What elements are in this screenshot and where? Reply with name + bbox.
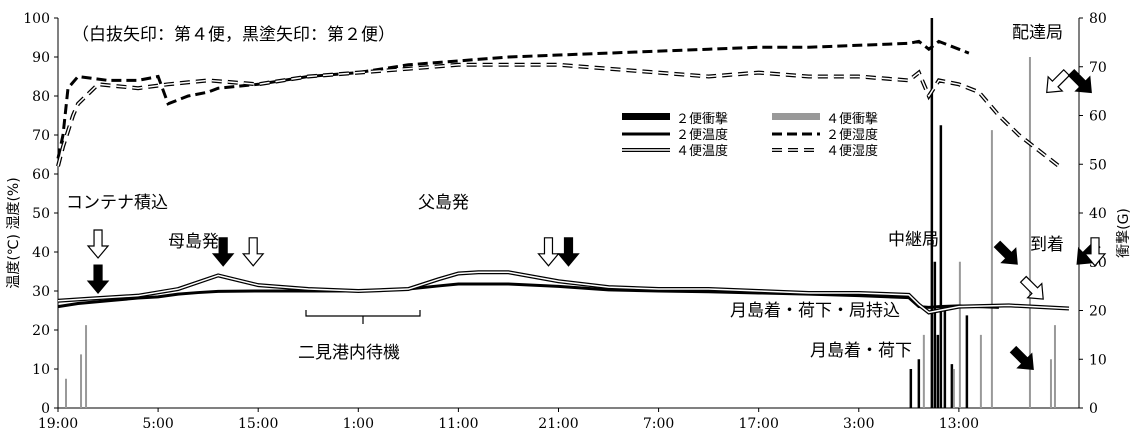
annotation-label: 配達局 — [1012, 23, 1063, 43]
x-tick-label: 17:00 — [739, 416, 779, 432]
legend-item: ４便衝撃 — [772, 111, 878, 127]
legend-item: ４便温度 — [622, 143, 728, 159]
y-tick-label-left: 30 — [32, 284, 50, 300]
arrow-shape — [86, 264, 110, 295]
annotation-label: 中継局 — [888, 230, 939, 250]
arrow-shape — [86, 229, 110, 259]
annotation-label: コンテナ積込 — [66, 193, 168, 213]
header-note: （白抜矢印：第４便，黒塗矢印：第２便） — [72, 24, 395, 45]
y-tick-label-right: 80 — [1089, 11, 1107, 27]
annotation-label: 二見港内待機 — [298, 343, 400, 363]
y-tick-label-left: 80 — [32, 89, 50, 105]
y-tick-label-right: 40 — [1089, 206, 1107, 222]
arrow-shape — [1009, 345, 1034, 371]
y-tick-label-right: 20 — [1089, 304, 1107, 320]
arrow-shape — [1067, 68, 1092, 94]
legend-item: ４便湿度 — [772, 143, 878, 159]
x-tick-label: 21:00 — [538, 416, 578, 432]
y-tick-label-right: 50 — [1089, 157, 1107, 173]
legend-swatch — [622, 113, 670, 120]
event-arrow-icon — [86, 264, 110, 295]
legend-swatch — [772, 113, 820, 120]
annotation-label: 月島着・荷下・局持込 — [730, 301, 900, 321]
legend-label: ４便衝撃 — [826, 111, 878, 127]
x-tick-label: 15:00 — [238, 416, 278, 432]
arrow-shape — [1019, 275, 1044, 300]
y-tick-label-right: 60 — [1089, 109, 1107, 125]
annotation-label: 父島発 — [418, 193, 469, 213]
y-tick-label-left: 100 — [23, 11, 50, 27]
legend-label: ２便衝撃 — [676, 111, 728, 127]
legend-label: ４便湿度 — [826, 143, 878, 159]
event-arrow-icon — [1019, 275, 1044, 300]
arrow-shape — [1046, 68, 1071, 94]
y-tick-label-left: 40 — [32, 245, 50, 261]
y-tick-label-left: 0 — [41, 401, 50, 417]
y-tick-label-right: 0 — [1089, 401, 1098, 417]
x-tick-label: 13:00 — [939, 416, 979, 432]
annotations: （白抜矢印：第４便，黒塗矢印：第２便） ２便衝撃 ４便衝撃 ２便温度 ２便湿度 ４便温度 ４… — [66, 23, 1107, 371]
event-arrow-icon — [211, 237, 235, 267]
event-arrow-icon — [1046, 68, 1071, 94]
arrow-shape — [1083, 237, 1107, 267]
annotation-label: 母島発 — [168, 232, 219, 252]
axes: 0102030405060708090100010203040506070801… — [6, 11, 1132, 432]
arrow-shape — [211, 237, 235, 267]
y-tick-label-left: 60 — [32, 167, 50, 183]
x-tick-label: 5:00 — [142, 416, 173, 432]
y-tick-label-left: 90 — [32, 50, 50, 66]
y-tick-label-left: 50 — [32, 206, 50, 222]
legend-label: ２便湿度 — [826, 127, 878, 143]
arrow-shape — [993, 240, 1018, 265]
series-temp-4 — [57, 271, 1070, 314]
x-tick-label: 1:00 — [343, 416, 374, 432]
series-humid-2 — [56, 39, 970, 159]
annotation-label: 月島着・荷下 — [810, 341, 912, 361]
y-tick-label-left: 70 — [32, 128, 50, 144]
x-tick-label: 19:00 — [38, 416, 78, 432]
event-arrow-icon — [86, 229, 110, 259]
legend-label: ４便温度 — [676, 143, 728, 159]
event-arrow-icon — [241, 237, 265, 267]
x-tick-label: 3:00 — [843, 416, 874, 432]
bracket-waiting — [305, 310, 421, 317]
plot-area — [56, 18, 1070, 408]
arrow-shape — [241, 237, 265, 267]
event-arrow-icon — [1009, 345, 1034, 371]
y-tick-label-right: 70 — [1089, 60, 1107, 76]
legend-item: ２便湿度 — [772, 127, 878, 143]
legend-item: ２便衝撃 — [622, 111, 728, 127]
y-tick-label-left: 20 — [32, 323, 50, 339]
y-axis-title-right: 衝撃(G) — [1116, 208, 1132, 258]
y-tick-label-left: 10 — [32, 362, 50, 378]
legend-label: ２便温度 — [676, 127, 728, 143]
event-arrow-icon — [537, 237, 560, 267]
arrow-shape — [537, 237, 560, 267]
event-arrow-icon — [1083, 237, 1107, 267]
annotation-label: 到着 — [1030, 235, 1064, 255]
event-arrow-icon — [557, 237, 580, 267]
series-humid-4-outline — [56, 62, 1061, 168]
arrow-shape — [557, 237, 580, 267]
y-axis-title-left: 温度(℃) 湿度(%) — [6, 177, 22, 288]
legend-item: ２便温度 — [622, 127, 728, 143]
y-tick-label-right: 10 — [1089, 352, 1107, 368]
x-tick-label: 11:00 — [438, 416, 478, 432]
event-arrow-icon — [993, 240, 1018, 265]
series-humid-4 — [57, 64, 1060, 167]
x-tick-label: 7:00 — [643, 416, 674, 432]
event-arrow-icon — [1067, 68, 1092, 94]
